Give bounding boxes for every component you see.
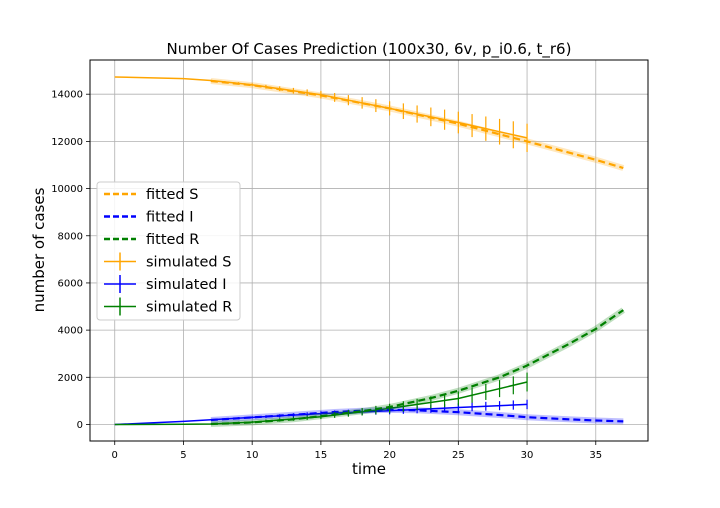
x-tick-label: 5 — [180, 450, 186, 461]
legend-label-simulated-i: simulated I — [146, 277, 227, 293]
x-tick-label: 10 — [246, 450, 259, 461]
x-tick-label: 25 — [452, 450, 465, 461]
y-tick-label: 8000 — [58, 231, 83, 242]
x-tick-label: 20 — [383, 450, 396, 461]
plot-frame — [89, 59, 649, 442]
x-tick-label: 30 — [521, 450, 534, 461]
legend-label-fitted-s: fitted S — [146, 187, 198, 203]
y-tick-label: 6000 — [58, 278, 83, 289]
y-tick-label: 10000 — [51, 184, 83, 195]
fitted-s-band — [210, 78, 625, 171]
simulated-i-line — [114, 403, 528, 426]
y-tick-label: 2000 — [58, 373, 83, 384]
plot-series — [114, 76, 625, 427]
axis-ticks: 0 5 10 15 20 25 30 35 0 2000 4000 6000 8000 10000 1200… — [51, 90, 602, 461]
x-tick-label: 35 — [589, 450, 602, 461]
chart-title: Number Of Cases Prediction (100x30, 6v, … — [167, 40, 572, 59]
y-tick-label: 12000 — [51, 137, 83, 148]
y-tick-label: 14000 — [51, 90, 83, 101]
simulated-s-line — [114, 76, 528, 139]
y-tick-label: 4000 — [58, 326, 83, 337]
legend-label-simulated-r: simulated R — [146, 300, 232, 316]
x-axis-label: time — [352, 460, 386, 478]
legend-label-fitted-i: fitted I — [146, 210, 194, 226]
legend-label-simulated-s: simulated S — [146, 255, 231, 271]
y-axis-label: number of cases — [30, 187, 48, 312]
y-tick-label: 0 — [77, 420, 83, 431]
legend: fitted S fitted I fitted R simulated S simul… — [96, 181, 241, 321]
x-tick-label: 0 — [112, 450, 118, 461]
x-tick-label: 15 — [315, 450, 328, 461]
simulated-r-line — [114, 381, 528, 426]
legend-label-fitted-r: fitted R — [146, 232, 199, 248]
